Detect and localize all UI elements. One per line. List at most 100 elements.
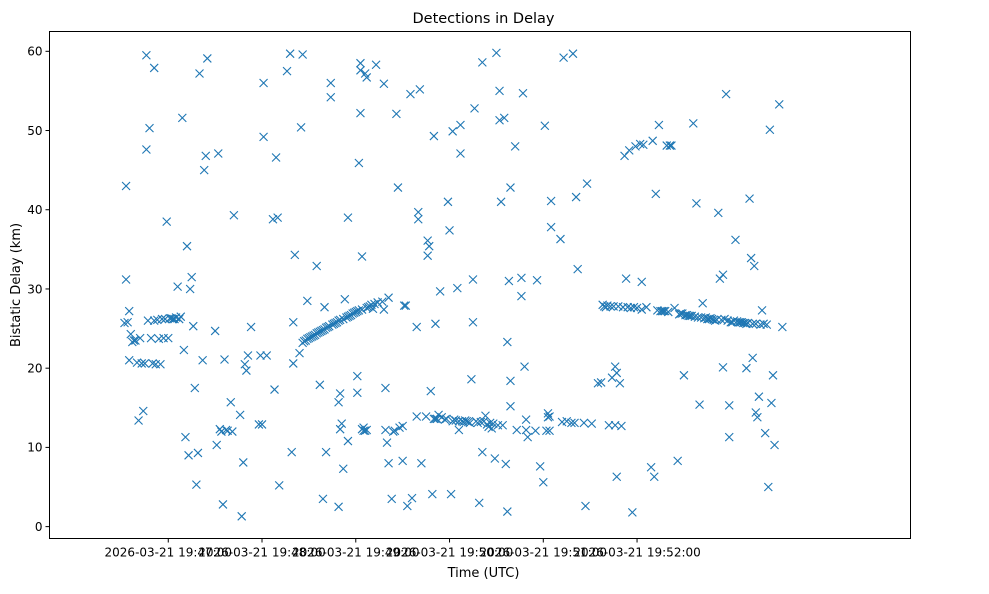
data-point [352, 371, 362, 381]
data-point [141, 145, 151, 154]
data-point [546, 222, 556, 232]
data-point [181, 432, 190, 442]
data-point [573, 264, 583, 274]
data-point [467, 374, 476, 384]
data-point [354, 305, 364, 315]
data-point [343, 213, 353, 223]
data-point [617, 421, 626, 431]
data-point [626, 303, 636, 313]
data-point [506, 183, 515, 192]
data-point [429, 131, 439, 141]
data-point [582, 179, 592, 188]
y-tick-label: 40 [27, 203, 42, 217]
plot-frame [49, 31, 911, 539]
data-point [273, 213, 283, 223]
data-point [334, 397, 343, 407]
data-point [256, 351, 265, 360]
data-point [767, 398, 776, 408]
data-point [176, 312, 186, 322]
data-point [724, 401, 734, 410]
data-point [512, 425, 522, 435]
data-point [435, 286, 445, 296]
data-point [257, 420, 267, 429]
data-point [442, 414, 451, 424]
data-point [498, 420, 508, 430]
data-point [715, 274, 725, 284]
data-point [673, 456, 683, 466]
data-point [485, 418, 495, 428]
data-point [213, 149, 223, 158]
data-point [356, 58, 365, 68]
data-point [129, 336, 139, 345]
data-point [285, 49, 295, 59]
data-point [456, 149, 465, 158]
data-point [517, 291, 526, 301]
data-point [621, 274, 631, 284]
data-point [398, 456, 408, 466]
data-point [487, 423, 497, 433]
data-point [713, 208, 723, 218]
data-point [765, 125, 775, 135]
data-point [282, 66, 292, 76]
data-point [559, 53, 568, 63]
data-point [495, 115, 504, 125]
data-point [587, 419, 597, 429]
data-point [235, 410, 245, 420]
y-tick-label: 50 [27, 124, 42, 138]
data-point [259, 78, 268, 88]
data-point [290, 250, 300, 260]
data-point [502, 337, 512, 347]
data-point [556, 234, 565, 244]
data-point [415, 84, 425, 94]
data-point [243, 351, 253, 360]
data-point [381, 383, 390, 393]
y-tick-label: 10 [27, 441, 42, 455]
data-point [268, 214, 278, 224]
data-point [468, 275, 478, 284]
data-point [546, 196, 556, 206]
data-point [210, 326, 220, 336]
data-point [665, 141, 675, 150]
data-point [149, 63, 159, 73]
data-point [392, 109, 401, 119]
x-axis-label: Time (UTC) [447, 566, 520, 581]
data-point [423, 236, 433, 246]
data-point [326, 78, 336, 88]
data-point [501, 459, 511, 469]
data-point [295, 348, 304, 358]
data-point [506, 401, 515, 411]
data-point [474, 498, 484, 508]
data-point [198, 355, 208, 365]
y-tick-label: 30 [27, 282, 42, 296]
data-point [237, 511, 247, 521]
y-tick-label: 20 [27, 361, 42, 375]
data-point [337, 419, 347, 429]
data-point [193, 448, 203, 458]
data-point [612, 368, 622, 378]
data-point [156, 359, 165, 369]
data-point [270, 385, 279, 394]
data-point [141, 50, 151, 60]
data-point [615, 378, 625, 388]
data-point [352, 388, 362, 398]
data-point [356, 65, 365, 75]
data-point [362, 73, 372, 82]
data-point [637, 277, 647, 287]
data-point [413, 207, 423, 217]
data-point [679, 370, 689, 380]
data-point [468, 317, 478, 327]
data-point [412, 412, 422, 421]
data-point [343, 436, 353, 446]
data-point [238, 458, 248, 467]
data-point [499, 113, 509, 123]
data-point [492, 48, 501, 58]
data-point [288, 359, 298, 368]
data-point [287, 447, 297, 457]
data-point [387, 494, 397, 504]
data-point [477, 58, 487, 67]
data-point [202, 54, 212, 63]
data-point [562, 416, 572, 426]
